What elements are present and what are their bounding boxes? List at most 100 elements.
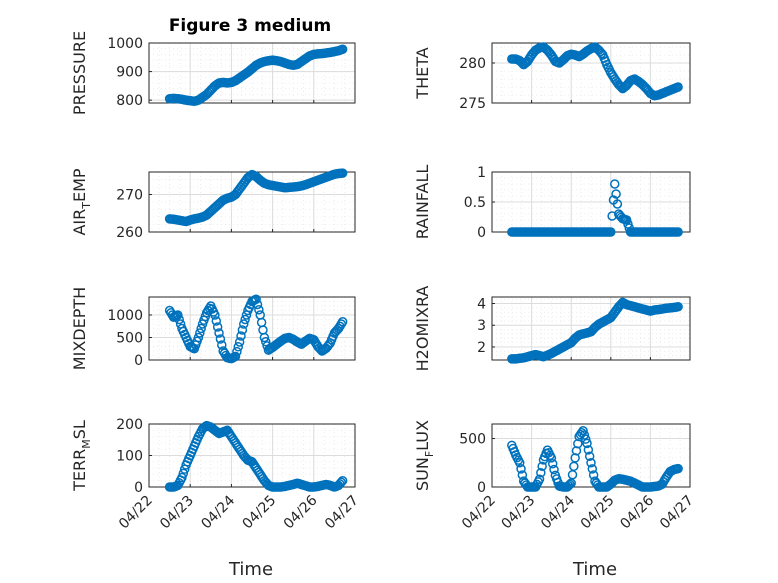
y-tick-label: 1000 [107,308,143,324]
x-tick-label: 04/23 [499,493,539,533]
series-pressure [164,44,348,107]
y-tick-label: 800 [116,93,143,109]
data-point-interp [549,464,559,475]
y-axis-label: TERRMSL [70,420,93,492]
data-point [234,337,245,347]
series-sunflux [507,426,683,492]
x-tick-label: 04/26 [281,492,321,532]
y-tick-label: 3 [477,318,486,334]
x-tick-label: 04/25 [240,493,280,533]
data-point-interp [611,189,621,199]
data-point [230,351,241,362]
axes-frame [148,42,356,104]
data-point [259,332,270,343]
data-point [610,179,620,189]
data-point [251,294,261,304]
data-point-interp [240,314,250,325]
y-tick-label: 280 [459,56,486,72]
data-point [673,227,683,237]
y-axis-label: H2OMIXRA [413,286,432,372]
axes-frame [491,423,691,488]
data-point-interp [237,325,248,335]
y-axis-label: PRESSURE [70,31,89,115]
data-point [177,472,187,483]
data-point-interp [565,479,575,490]
data-point-interp [596,48,607,59]
data-point-interp [174,314,184,325]
y-tick-label: 500 [459,432,486,448]
data-point-interp [196,323,206,334]
data-point-interp [195,328,205,338]
data-point [337,317,348,327]
data-point-interp [612,199,623,209]
y-tick-label: 0 [134,353,143,369]
data-point [673,82,683,92]
series-h2omixra [507,297,683,364]
x-tick-label: 04/24 [538,492,578,532]
panel-sunflux: 0 500 04/22 04/23 04/24 04/25 04/26 04/27 SUNFLU… [413,420,697,532]
data-point-interp [623,219,633,229]
x-tick-label: 04/27 [322,493,362,533]
data-point [337,44,348,55]
data-point-interp [579,430,590,440]
data-point [621,215,632,225]
data-point-interp [587,464,598,474]
y-tick-label: 0 [477,480,486,496]
axes-frame [491,42,691,104]
data-point [582,438,592,449]
data-point-interp [563,480,574,491]
y-tick-label: 1 [477,165,486,181]
data-point [673,463,683,474]
y-tick-label: 0.5 [464,195,486,211]
y-tick-label: 4 [477,297,486,313]
panel-mixdepth: 0 500 1000 MIXDEPTH [70,287,356,370]
y-tick-label: 500 [116,331,143,347]
y-axis-label: AIRTEMP [70,168,93,235]
panel-airtemp: 260 270 AIRTEMP [70,168,356,241]
data-point-interp [233,342,244,352]
panel-pressure: 800 900 1000 PRESSURE [70,31,356,115]
data-point-interp [254,305,264,315]
series-mixdepth [164,294,348,364]
data-point [514,458,525,468]
x-tick-label: 04/22 [116,493,156,533]
x-tick-label: 04/24 [198,492,238,532]
axes-frame [491,296,691,361]
y-axis-label: SUNFLUX [413,420,436,491]
data-point [578,426,588,436]
y-tick-label: 2 [477,340,486,356]
data-point-interp [547,458,558,469]
y-tick-label: 270 [116,188,143,204]
x-axis-label-right: Time [572,559,617,580]
data-point-interp [211,316,222,326]
y-tick-label: 0 [134,480,143,496]
y-tick-label: 1000 [107,36,143,52]
data-point [673,302,683,312]
y-axis-label: RAINFALL [413,165,432,240]
data-point-interp [580,434,591,444]
figure-title: Figure 3 medium [169,16,331,36]
data-point [586,458,596,468]
data-point-interp [324,339,334,350]
x-axis-label-left: Time [228,559,273,580]
y-tick-label: 260 [116,225,143,241]
y-tick-label: 275 [459,96,486,112]
data-point-interp [517,470,528,480]
data-point [337,168,348,178]
x-tick-label: 04/26 [617,492,657,532]
data-point [546,453,557,463]
data-point-interp [537,461,547,472]
panel-terrmsl: 0 100 200 04/22 04/23 04/24 04/25 04/26 04/27 TER… [70,417,362,532]
panel-theta: 275 280 THETA [413,42,691,112]
data-point-interp [516,464,526,474]
data-point [193,332,204,343]
data-point-interp [536,468,546,478]
data-point-interp [336,477,347,488]
series-airtemp [164,168,348,227]
data-point [337,475,348,486]
panel-rainfall: 0 0.5 1 RAINFALL [413,165,691,241]
data-point-interp [232,346,242,357]
data-point-interp [212,322,223,332]
